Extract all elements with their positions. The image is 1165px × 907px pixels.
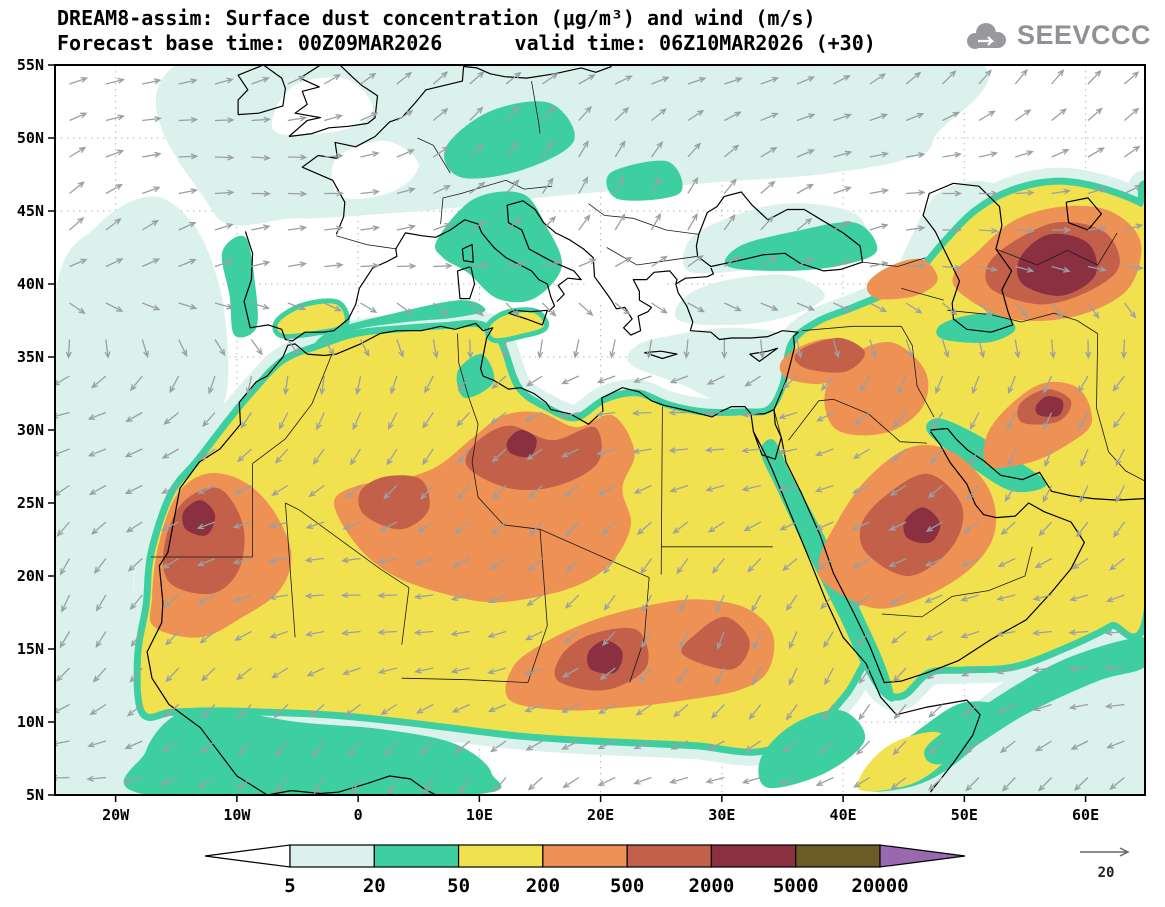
- lat-tick-label: 50N: [17, 129, 44, 147]
- lat-tick-label: 20N: [17, 567, 44, 585]
- logo-text: SEEVCCC: [1016, 20, 1151, 50]
- lat-tick-label: 15N: [17, 640, 44, 658]
- colorbar: 5 20 50 200 500 2000 5000 20000: [204, 844, 966, 897]
- colorbar-band: [626, 844, 713, 868]
- colorbar-band: [542, 844, 628, 868]
- dust-region-algeria-core: [358, 475, 430, 530]
- lat-tick-label: 30N: [17, 421, 44, 439]
- dust-region-iran-max: [1035, 396, 1064, 417]
- colorbar-label: 20000: [851, 875, 908, 897]
- colorbar-label: 200: [526, 875, 560, 897]
- colorbar-band: [373, 844, 460, 868]
- lat-tick-label: 10N: [17, 713, 44, 731]
- lon-tick-label: 0: [354, 806, 363, 824]
- chart-title: DREAM8-assim: Surface dust concentration…: [57, 6, 816, 30]
- dust-region-pontic-green: [724, 221, 878, 271]
- dust-region-n-iraq-core: [794, 337, 865, 373]
- lat-tick-label: 5N: [26, 786, 44, 804]
- lon-tick-label: 20E: [587, 806, 614, 824]
- colorbar-arrow-left: [204, 844, 291, 868]
- cloud-icon: [966, 22, 1006, 49]
- dust-region-sicily-yellow: [489, 312, 545, 339]
- dust-region-libya-core: [465, 425, 602, 491]
- lon-tick-label: 60E: [1072, 806, 1099, 824]
- colorbar-label: 2000: [689, 875, 735, 897]
- dust-region-libya-max: [506, 429, 537, 458]
- dust-region-indian-strip-green: [924, 637, 1145, 765]
- dust-region-pannonia-green: [606, 160, 683, 201]
- dust-region-chad-max: [587, 640, 623, 674]
- wind-reference-value: 20: [1098, 865, 1115, 881]
- colorbar-band: [795, 844, 881, 868]
- dust-region-caucasus-orange: [866, 258, 938, 300]
- dust-region-france-gap: [331, 140, 419, 199]
- lon-tick-label: 10W: [223, 806, 251, 824]
- dust-region-gulf-guinea-green: [123, 709, 502, 795]
- lon-tick-label: 20W: [102, 806, 130, 824]
- wind-reference: 20: [1080, 847, 1130, 881]
- map-lines: [146, 65, 1145, 795]
- lat-tick-label: 25N: [17, 494, 44, 512]
- dust-region-sudan-core: [681, 616, 750, 670]
- colorbar-label: 50: [447, 875, 470, 897]
- wind-arrows: [55, 68, 1144, 795]
- dust-region-caspian-south-green: [936, 312, 1016, 344]
- dust-region-central-asia-max: [1017, 233, 1098, 296]
- colorbar-label: 5000: [773, 875, 819, 897]
- country-borders: [150, 81, 1145, 683]
- colorbar-band: [457, 844, 544, 868]
- lat-tick-label: 35N: [17, 348, 44, 366]
- lon-tick-label: 10E: [466, 806, 493, 824]
- dust-region-italy-green: [435, 191, 563, 303]
- lat-tick-label: 45N: [17, 202, 44, 220]
- dust-region-saudi-max: [903, 507, 941, 544]
- dust-region-balkan-gap: [585, 243, 672, 304]
- lat-tick-label: 55N: [17, 56, 44, 74]
- chart-subtitle: Forecast base time: 00Z09MAR2026 valid t…: [57, 31, 876, 55]
- lat-tick-label: 40N: [17, 275, 44, 293]
- dust-region-england-gap: [271, 77, 373, 135]
- colorbar-band: [289, 844, 375, 868]
- colorbar-band: [710, 844, 797, 868]
- dust-region-main-mass-yellow: [140, 184, 1145, 749]
- colorbar-label: 20: [363, 875, 386, 897]
- dust-region-spain-yellow: [277, 303, 345, 335]
- lon-tick-label: 50E: [951, 806, 978, 824]
- dust-region-central-europe-green: [444, 101, 575, 179]
- colorbar-arrow-right: [879, 844, 966, 868]
- lon-tick-label: 40E: [830, 806, 857, 824]
- dust-region-ethiopia-green: [758, 709, 866, 789]
- colorbar-label: 500: [610, 875, 644, 897]
- wind-reference-arrow: [1080, 847, 1130, 857]
- dust-region-east-med-pale: [627, 327, 802, 410]
- coastline: [146, 65, 1145, 795]
- dust-region-anatolia-pale: [674, 274, 825, 326]
- seevccc-logo: SEEVCCC: [964, 20, 1151, 51]
- dust-field: [55, 65, 1145, 795]
- dust-region-w-sahara-max: [182, 500, 216, 536]
- colorbar-label: 5: [284, 875, 295, 897]
- lon-tick-label: 30E: [708, 806, 735, 824]
